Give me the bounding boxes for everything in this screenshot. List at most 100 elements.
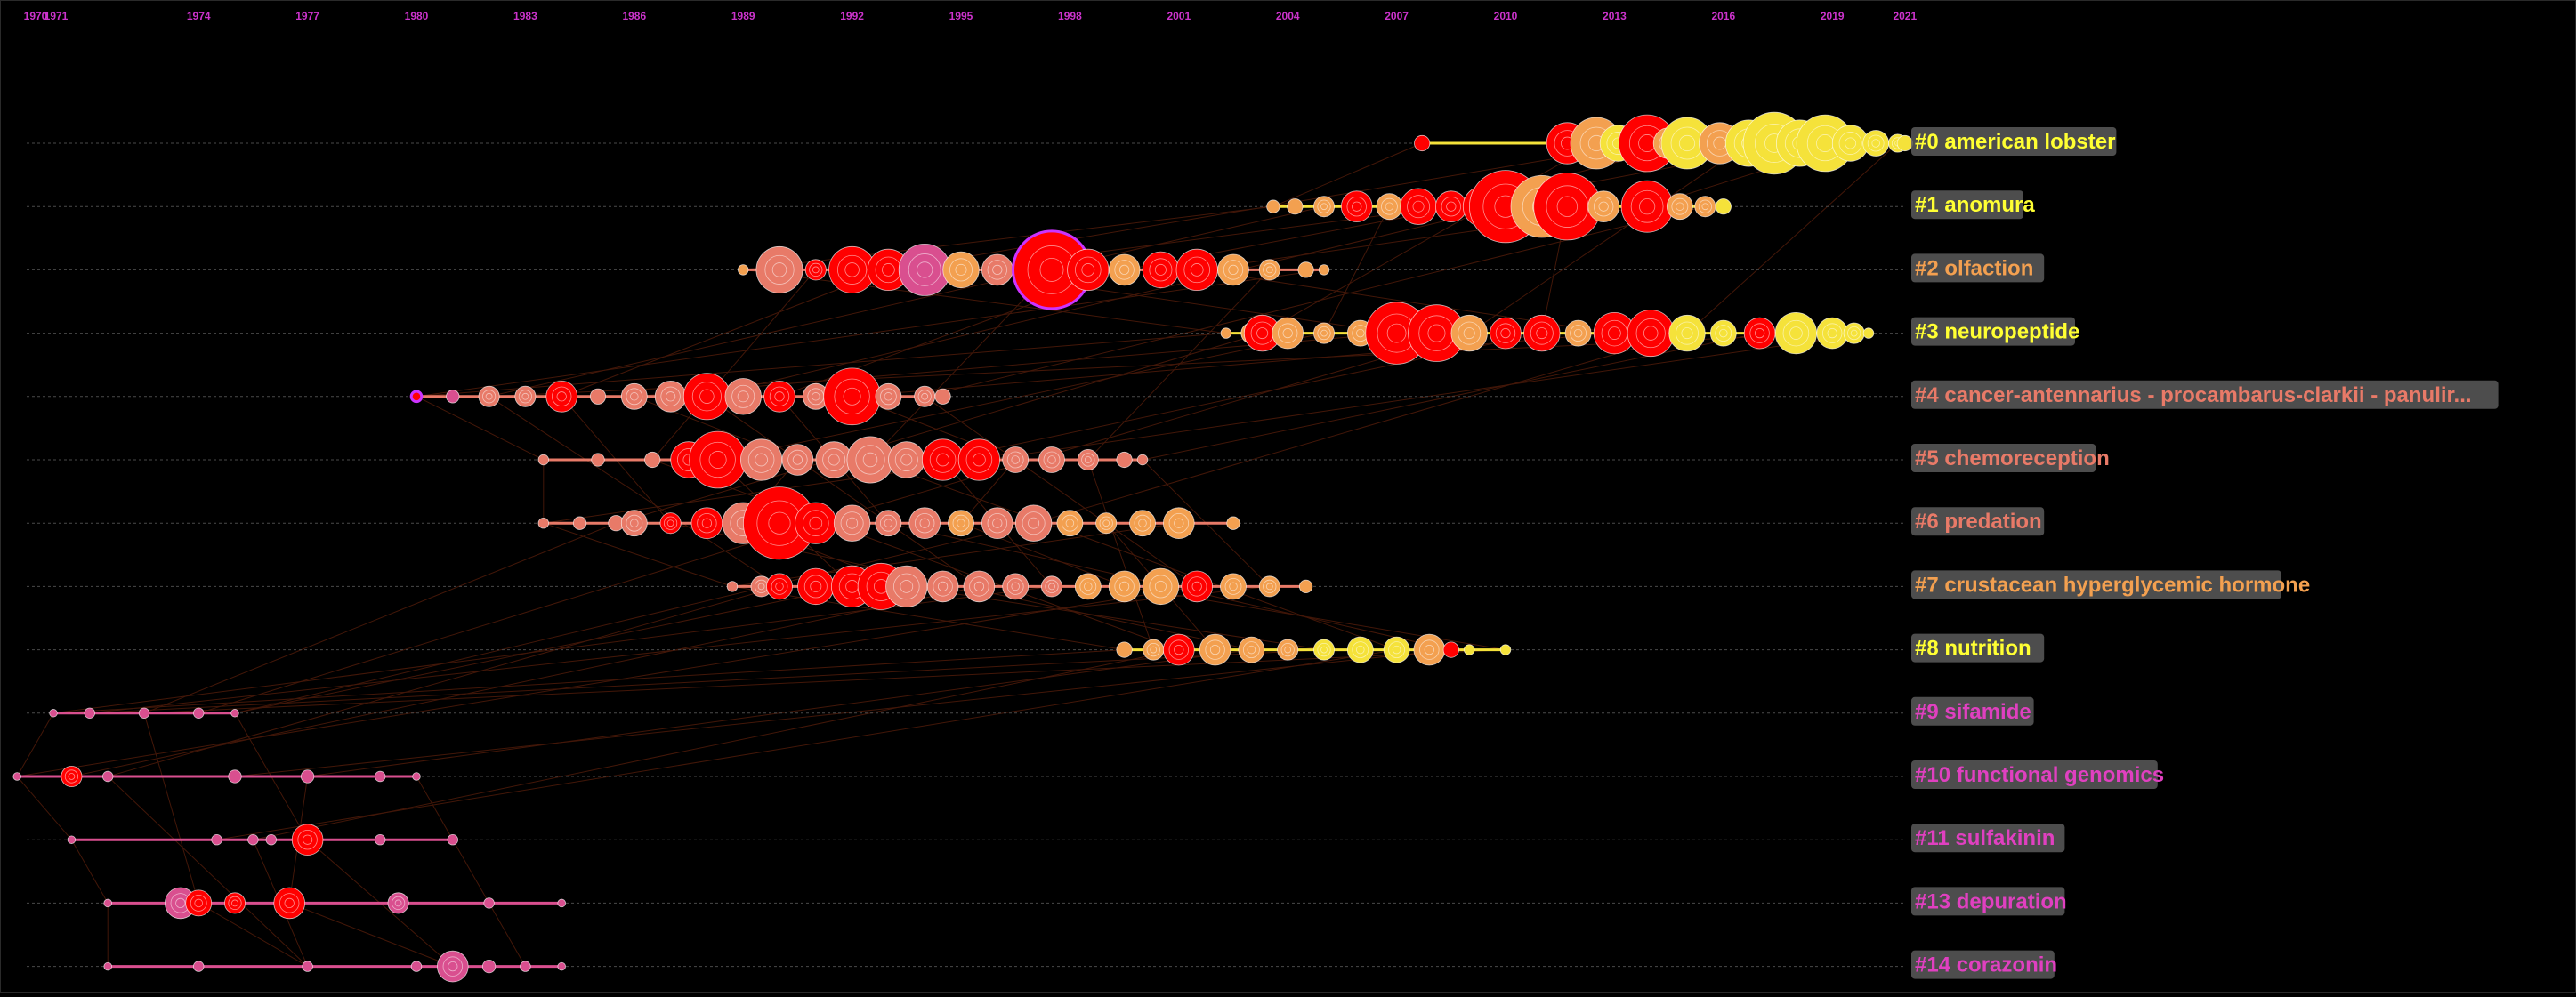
publication-node[interactable] [49,709,58,718]
publication-node[interactable] [138,707,150,720]
publication-node[interactable] [1694,196,1716,218]
publication-node[interactable] [557,898,566,908]
publication-node[interactable] [537,518,550,529]
publication-node[interactable] [908,507,941,539]
publication-node[interactable] [957,438,1001,481]
publication-node[interactable] [1143,639,1165,661]
publication-node[interactable] [1593,311,1636,355]
publication-node[interactable] [934,388,951,405]
publication-node[interactable] [763,380,795,413]
publication-node[interactable] [589,388,607,405]
publication-node[interactable] [689,430,747,489]
publication-node[interactable] [12,772,21,781]
publication-node[interactable] [1564,319,1592,347]
publication-node[interactable] [228,769,242,784]
publication-node[interactable] [103,961,112,971]
publication-node[interactable] [1108,570,1141,603]
publication-node[interactable] [1499,644,1512,655]
publication-node[interactable] [885,565,928,608]
cluster-row-2[interactable]: #2 olfaction [27,229,2045,310]
publication-node[interactable] [265,834,278,846]
publication-node[interactable] [948,510,974,537]
publication-node[interactable] [963,570,996,603]
publication-node[interactable] [1163,633,1195,666]
cluster-row-0[interactable]: #0 american lobster [27,111,2117,175]
publication-node[interactable] [1077,448,1099,470]
publication-node[interactable] [1258,575,1280,598]
publication-node[interactable] [412,772,421,781]
publication-node[interactable] [1587,190,1619,223]
publication-node[interactable] [1463,644,1475,655]
publication-node[interactable] [1435,190,1467,223]
publication-node[interactable] [659,512,682,535]
publication-node[interactable] [981,507,1013,539]
publication-node[interactable] [644,451,661,469]
publication-node[interactable] [1181,570,1213,603]
cluster-label[interactable]: #11 sulfakinin [1915,826,2055,850]
publication-node[interactable] [1620,180,1674,233]
publication-node[interactable] [1743,317,1776,350]
cluster-label[interactable]: #1 anomura [1915,193,2035,217]
publication-node[interactable] [1365,302,1428,365]
publication-node[interactable] [291,824,324,856]
publication-node[interactable] [620,382,648,410]
publication-node[interactable] [1258,259,1280,281]
publication-node[interactable] [828,245,876,293]
publication-node[interactable] [1142,567,1180,606]
publication-node[interactable] [223,892,246,914]
cluster-row-8[interactable]: #8 nutrition [27,633,2045,666]
publication-node[interactable] [1340,190,1373,223]
publication-node[interactable] [926,570,959,603]
cluster-row-10[interactable]: #10 functional genomics [12,760,2164,789]
publication-node[interactable] [1287,198,1304,215]
publication-node[interactable] [1715,198,1732,215]
publication-node[interactable] [1129,510,1156,537]
cluster-label[interactable]: #7 crustacean hyperglycemic hormone [1915,573,2310,597]
publication-node[interactable] [247,834,259,846]
publication-node[interactable] [1831,125,1869,162]
publication-node[interactable] [192,707,205,720]
publication-node[interactable] [1002,573,1030,600]
publication-node[interactable] [1297,261,1314,278]
cluster-row-1[interactable]: #1 anomura [27,170,2035,244]
publication-node[interactable] [1136,454,1149,466]
publication-node[interactable] [478,385,500,407]
publication-node[interactable] [1413,633,1446,666]
publication-node[interactable] [726,581,739,592]
publication-node[interactable] [1220,327,1232,339]
publication-node[interactable] [483,897,495,909]
publication-node[interactable] [302,961,313,972]
publication-node[interactable] [1313,322,1336,344]
cluster-label[interactable]: #6 predation [1915,510,2042,534]
publication-node[interactable] [1277,639,1299,661]
publication-node[interactable] [103,898,112,908]
publication-node[interactable] [1383,636,1410,663]
cluster-row-14[interactable]: #14 corazonin [27,950,2057,983]
publication-node[interactable] [1220,573,1247,600]
publication-node[interactable] [1002,446,1030,473]
publication-node[interactable] [192,961,205,972]
publication-node[interactable] [942,251,980,289]
cluster-row-3[interactable]: #3 neuropeptide [27,302,2079,365]
publication-node[interactable] [1816,317,1848,350]
publication-node[interactable] [781,444,814,476]
publication-node[interactable] [1442,641,1459,658]
publication-node[interactable] [620,510,648,537]
publication-node[interactable] [1400,188,1437,225]
publication-node[interactable] [387,892,409,914]
cluster-row-9[interactable]: #9 sifamide [27,696,2034,726]
publication-node[interactable] [101,770,114,783]
publication-node[interactable] [1056,510,1084,537]
publication-node[interactable] [1774,311,1818,355]
publication-node[interactable] [1523,314,1561,352]
publication-node[interactable] [545,380,577,413]
publication-node[interactable] [1709,319,1737,347]
publication-node[interactable] [1666,193,1693,221]
publication-node[interactable] [738,264,749,276]
cluster-label[interactable]: #3 neuropeptide [1915,320,2079,344]
publication-node[interactable] [572,516,587,530]
publication-node[interactable] [520,961,531,972]
publication-node[interactable] [1298,579,1313,594]
publication-node[interactable] [1450,314,1488,352]
publication-node[interactable] [84,707,96,720]
